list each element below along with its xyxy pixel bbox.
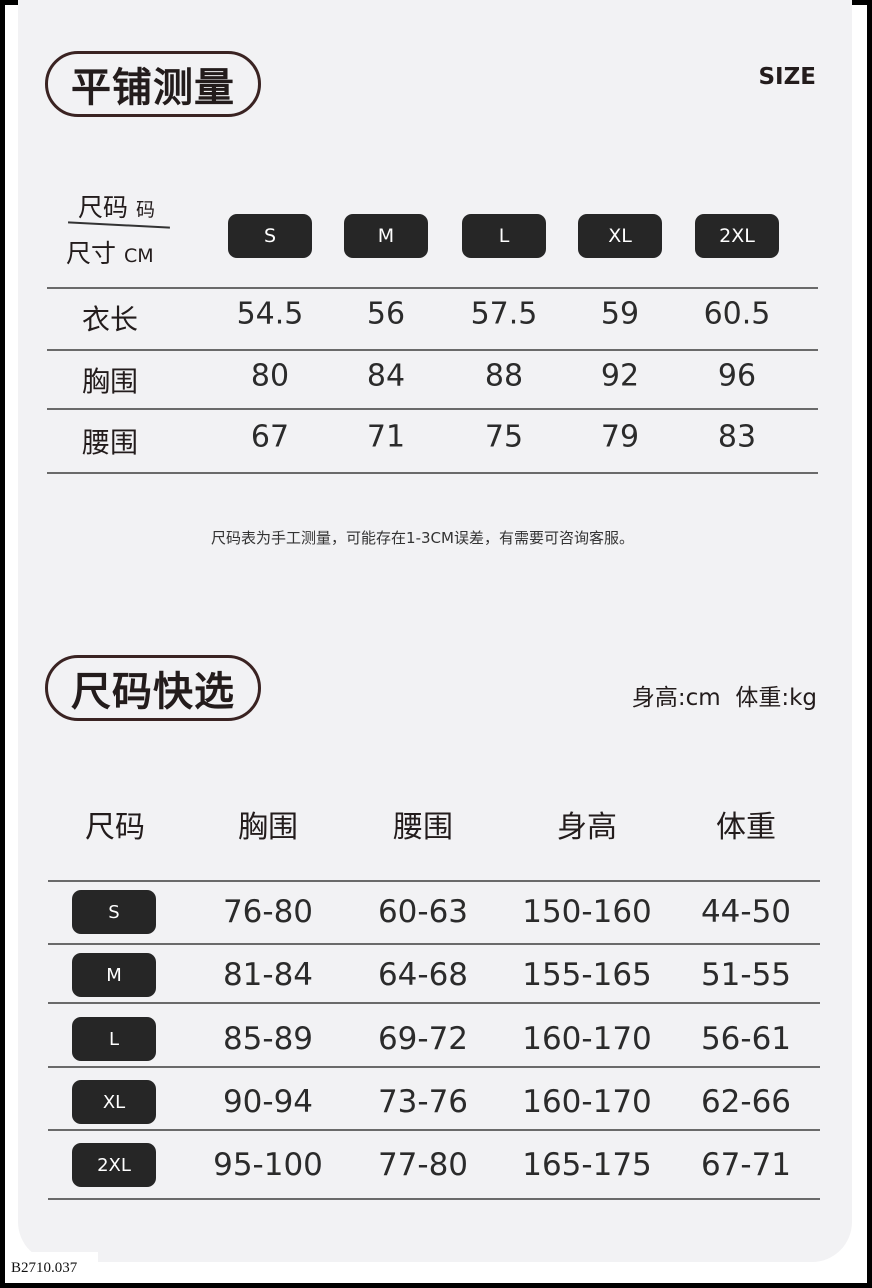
size-pill-l: L — [72, 1017, 156, 1061]
range-value: 85-89 — [222, 1021, 314, 1057]
size-pill-2xl: 2XL — [72, 1143, 156, 1187]
row-divider — [48, 1066, 820, 1068]
range-value: 64-68 — [377, 957, 469, 993]
measurement-value: 67 — [250, 419, 290, 455]
range-value: 81-84 — [222, 957, 314, 993]
units-label: 身高:cm 体重:kg — [631, 685, 817, 711]
size-pill-m: M — [72, 953, 156, 997]
range-value: 51-55 — [700, 957, 792, 993]
measurement-value: 57.5 — [470, 296, 538, 332]
row-divider — [48, 1129, 820, 1131]
row-label: 胸围 — [81, 365, 139, 398]
row-divider — [48, 943, 820, 945]
size-pill-s: S — [72, 890, 156, 934]
section1-title: 平铺测量 — [45, 51, 261, 117]
measurement-value: 60.5 — [703, 296, 771, 332]
row-divider — [47, 408, 818, 410]
range-value: 95-100 — [213, 1147, 323, 1183]
row-divider — [48, 880, 820, 882]
column-header: 身高 — [557, 810, 617, 845]
column-header: 体重 — [716, 810, 776, 845]
range-value: 60-63 — [377, 894, 469, 930]
corner-bottom-unit: CM — [123, 245, 154, 267]
range-value: 44-50 — [700, 894, 792, 930]
row-divider — [47, 472, 818, 474]
range-value: 77-80 — [377, 1147, 469, 1183]
range-value: 155-165 — [522, 957, 652, 993]
range-value: 90-94 — [222, 1084, 314, 1120]
measurement-value: 56 — [366, 296, 406, 332]
measurement-value: 83 — [717, 419, 757, 455]
row-divider — [48, 1002, 820, 1004]
range-value: 56-61 — [700, 1021, 792, 1057]
range-value: 67-71 — [700, 1147, 792, 1183]
measurement-value: 59 — [600, 296, 640, 332]
range-value: 69-72 — [377, 1021, 469, 1057]
measurement-value: 79 — [600, 419, 640, 455]
size-pill-l: L — [462, 214, 546, 258]
row-divider — [47, 287, 818, 289]
range-value: 165-175 — [522, 1147, 652, 1183]
column-header: 尺码 — [85, 810, 145, 845]
size-pill-s: S — [228, 214, 312, 258]
size-pill-2xl: 2XL — [695, 214, 779, 258]
measurement-value: 92 — [600, 358, 640, 394]
size-pill-m: M — [344, 214, 428, 258]
size-label: SIZE — [758, 64, 816, 90]
measurement-value: 96 — [717, 358, 757, 394]
range-value: 150-160 — [522, 894, 652, 930]
watermark-code: B2710.037 — [5, 1252, 98, 1283]
range-value: 62-66 — [700, 1084, 792, 1120]
column-header: 胸围 — [238, 810, 298, 845]
corner-top: 尺码 — [78, 193, 129, 222]
size-pill-xl: XL — [578, 214, 662, 258]
measurement-value: 88 — [484, 358, 524, 394]
measurement-value: 54.5 — [236, 296, 304, 332]
corner-bottom: 尺寸 — [66, 239, 117, 268]
measurement-value: 80 — [250, 358, 290, 394]
section2-title: 尺码快选 — [45, 655, 261, 721]
size-chart-card — [18, 0, 852, 1262]
row-divider — [48, 1198, 820, 1200]
measurement-value: 75 — [484, 419, 524, 455]
range-value: 160-170 — [522, 1021, 652, 1057]
measurement-note: 尺码表为手工测量，可能存在1-3CM误差，有需要可咨询客服。 — [211, 529, 634, 547]
corner-top-unit: 码 — [135, 199, 155, 221]
range-value: 160-170 — [522, 1084, 652, 1120]
measurement-value: 71 — [366, 419, 406, 455]
measurement-value: 84 — [366, 358, 406, 394]
row-label: 衣长 — [81, 303, 139, 336]
range-value: 76-80 — [222, 894, 314, 930]
size-pill-xl: XL — [72, 1080, 156, 1124]
row-label: 腰围 — [81, 426, 139, 459]
range-value: 73-76 — [377, 1084, 469, 1120]
row-divider — [47, 349, 818, 351]
column-header: 腰围 — [393, 810, 453, 845]
